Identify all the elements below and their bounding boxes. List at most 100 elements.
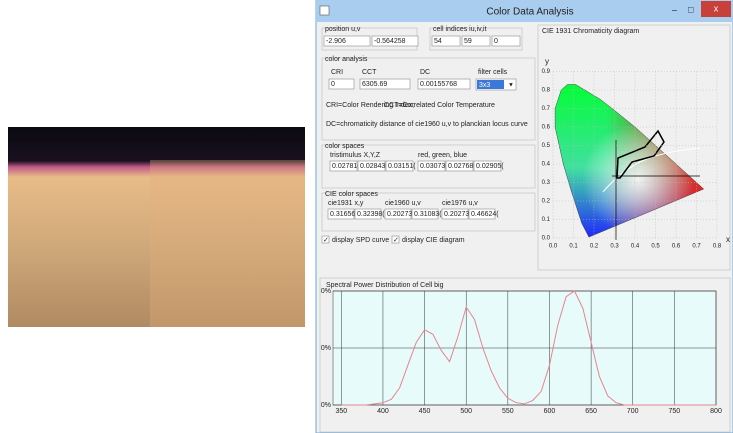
label: 650 — [585, 408, 597, 415]
label: position u,v — [325, 26, 361, 33]
label: DC=chromaticity distance of cie1960 u,v … — [326, 121, 528, 128]
label: 0.4 — [631, 244, 640, 250]
combo-arrow: ▼ — [508, 83, 514, 89]
checkbox[interactable] — [321, 235, 330, 244]
label: 0 — [331, 81, 335, 88]
label: 0.4 — [542, 162, 551, 168]
label: 0.02768( — [448, 163, 476, 170]
label: 0.6 — [542, 125, 551, 131]
group-box — [321, 57, 536, 141]
text-field — [323, 35, 371, 47]
text-field — [359, 78, 411, 90]
label: 0.02843( — [360, 163, 388, 170]
label: color spaces — [325, 143, 365, 150]
label: 54 — [434, 38, 442, 45]
label: cell indices iu,iv,it — [433, 26, 487, 33]
check-mark: ✓ — [393, 237, 399, 244]
text-field — [441, 208, 469, 220]
label: 0.7 — [692, 244, 701, 250]
label: x — [726, 235, 730, 244]
text-field — [491, 35, 521, 47]
planckian-locus — [602, 147, 701, 193]
label: 0.03151( — [388, 163, 416, 170]
close-icon: x — [714, 3, 719, 13]
label: 0% — [321, 402, 331, 409]
label: 0.8 — [542, 88, 551, 94]
label: 0.5 — [651, 244, 660, 250]
label: 0.31656( — [330, 211, 358, 218]
text-field — [357, 160, 386, 172]
label: CIE color spaces — [325, 191, 378, 198]
label: filter cells — [478, 69, 508, 76]
window-title: Color Data Analysis — [486, 7, 573, 18]
label: 350 — [335, 408, 347, 415]
checkbox[interactable] — [391, 235, 400, 244]
text-field — [371, 35, 419, 47]
label: -2.906 — [326, 38, 346, 45]
label: 700 — [627, 408, 639, 415]
label: 400 — [377, 408, 389, 415]
combo-selection — [477, 80, 504, 89]
label: 600 — [544, 408, 556, 415]
text-field — [327, 208, 355, 220]
label: 500 — [460, 408, 472, 415]
label: 0.31083( — [414, 211, 442, 218]
title-bar — [316, 0, 733, 22]
label: DC — [420, 69, 430, 76]
text-field — [411, 208, 439, 220]
label: 0.0 — [549, 244, 558, 250]
minimize-button[interactable]: – — [672, 4, 677, 14]
label: 0.1 — [569, 244, 578, 250]
label: 3x3 — [479, 82, 490, 89]
label: 550 — [502, 408, 514, 415]
text-field — [328, 78, 355, 90]
label: Spectral Power Distribution of Cell big — [326, 282, 444, 289]
label: 0.20273( — [387, 211, 415, 218]
label: 0.8 — [713, 244, 722, 250]
label: y — [545, 57, 549, 66]
text-field — [468, 208, 496, 220]
cell-outline — [616, 129, 665, 179]
text-field — [384, 208, 412, 220]
label: 750 — [669, 408, 681, 415]
spd-curve — [341, 290, 716, 406]
label: CCT=Correlated Color Temperature — [384, 102, 495, 109]
photo-shade — [150, 160, 305, 327]
label: display SPD curve — [332, 237, 389, 244]
label: 0.9 — [542, 69, 551, 75]
label: 0.46624( — [471, 211, 499, 218]
label: 0.3 — [610, 244, 619, 250]
close-button[interactable] — [701, 1, 731, 17]
label: 0.20273( — [444, 211, 472, 218]
label: 0.7 — [542, 106, 551, 112]
text-field — [445, 160, 474, 172]
label: 0% — [321, 345, 331, 352]
label: display CIE diagram — [402, 237, 465, 244]
label: cie1976 u,v — [442, 200, 478, 207]
label: red, green, blue — [418, 152, 467, 159]
label: CIE 1931 Chromaticity diagram — [542, 28, 639, 35]
label: 0% — [321, 288, 331, 295]
label: 0.02781( — [332, 163, 360, 170]
label: 0.00155768 — [420, 81, 457, 88]
app-icon — [319, 5, 330, 16]
label: cie1931 x,y — [328, 200, 364, 207]
label: 0.3 — [542, 180, 551, 186]
cie-panel — [537, 24, 731, 271]
label: 0.32398( — [357, 211, 385, 218]
text-field — [417, 78, 471, 90]
text-field — [329, 160, 358, 172]
label: CRI=Color Rendering Index; — [326, 102, 414, 109]
label: 450 — [419, 408, 431, 415]
label: color analysis — [325, 56, 368, 63]
spd-panel — [319, 277, 731, 433]
spectral-locus — [554, 84, 705, 238]
label: 59 — [464, 38, 472, 45]
maximize-button[interactable]: □ — [688, 4, 694, 14]
label: 0.03073( — [420, 163, 448, 170]
group-box — [321, 144, 536, 189]
label: 0.6 — [672, 244, 681, 250]
label: cie1960 u,v — [385, 200, 421, 207]
